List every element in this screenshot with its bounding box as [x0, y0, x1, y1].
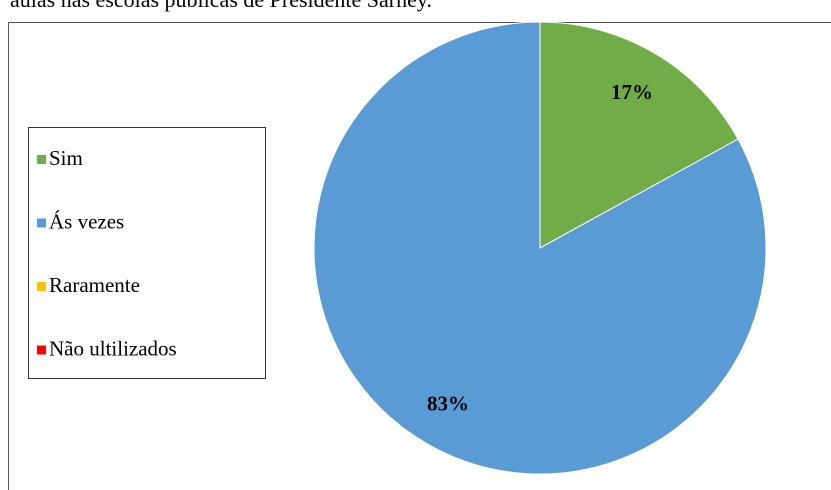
legend-label: Sim [49, 146, 83, 170]
data-label: 83% [427, 391, 469, 415]
pie-slice [539, 21, 739, 249]
legend-swatch [37, 155, 46, 164]
legend-swatch [37, 282, 46, 291]
legend-swatch [37, 345, 46, 355]
legend-label: Ás vezes [49, 209, 124, 233]
data-label: 17% [611, 80, 653, 104]
legend-label: Não ultilizados [49, 336, 177, 360]
legend-label: Raramente [49, 273, 140, 297]
legend-box [28, 127, 266, 379]
chart-title: aulas nas escolas públicas de Presidente… [10, 0, 432, 12]
pie-slice [313, 21, 767, 475]
legend-swatch [37, 218, 46, 228]
